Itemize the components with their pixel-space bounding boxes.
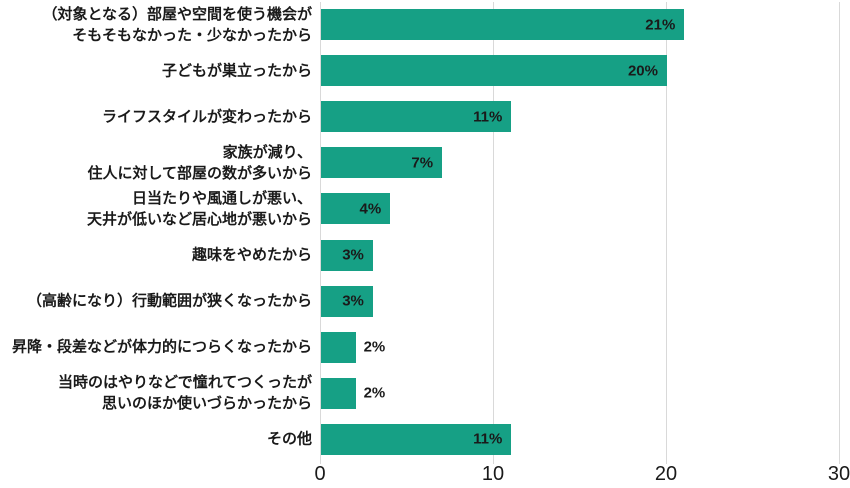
bar — [321, 331, 356, 363]
x-tick-label: 20 — [654, 463, 678, 485]
category-label: その他 — [266, 430, 312, 448]
value-label: 3% — [342, 292, 364, 310]
bar — [321, 9, 685, 40]
gridline-x-20 — [666, 2, 667, 457]
bar — [321, 239, 373, 271]
axis-tick — [493, 457, 494, 464]
gridline-x-10 — [493, 2, 494, 457]
value-label: 21% — [645, 16, 676, 33]
category-label: 日当たりや風通しが悪い、 天井が低いなど居心地が悪いから — [86, 189, 312, 228]
category-label: 当時のはやりなどで憧れてつくったが 思いのほか使いづらかったから — [58, 374, 312, 413]
value-label: 11% — [473, 108, 503, 126]
category-label: （高齢になり）行動範囲が狭くなったから — [26, 292, 312, 310]
category-label: ライフスタイルが変わったから — [101, 108, 312, 126]
bar — [321, 423, 512, 455]
category-label: 昇降・段差などが体力的につらくなったから — [11, 338, 312, 356]
value-label: 20% — [627, 62, 658, 80]
value-label: 11% — [473, 430, 503, 448]
x-tick-label: 0 — [314, 463, 326, 485]
value-label: 2% — [363, 338, 386, 356]
axis-tick — [320, 457, 321, 464]
category-label: （対象となる）部屋や空間を使う機会が そもそもなかった・少なかったから — [42, 5, 312, 44]
value-label: 4% — [359, 200, 382, 218]
bar — [321, 193, 391, 225]
value-label: 2% — [363, 384, 386, 402]
x-tick-label: 30 — [827, 463, 850, 485]
gridline-x-30 — [839, 2, 840, 457]
bar — [321, 285, 373, 317]
category-label: 家族が減り、 住人に対して部屋の数が多いから — [87, 143, 312, 182]
category-label: 子どもが巣立ったから — [161, 62, 312, 80]
bar — [321, 377, 356, 409]
bar — [321, 55, 667, 87]
gridline-x-0 — [320, 2, 321, 457]
bar — [321, 101, 512, 133]
bar — [321, 147, 443, 179]
category-label: 趣味をやめたから — [191, 246, 312, 264]
value-label: 3% — [342, 246, 364, 264]
x-tick-label: 10 — [481, 463, 505, 485]
value-label: 7% — [411, 154, 434, 172]
axis-tick — [666, 457, 667, 464]
axis-tick — [839, 457, 840, 464]
